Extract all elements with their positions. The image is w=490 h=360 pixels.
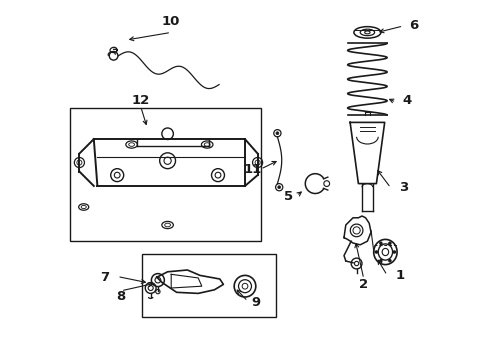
Text: 8: 8	[116, 291, 125, 303]
Text: 3: 3	[399, 181, 408, 194]
Text: 10: 10	[162, 15, 180, 28]
Text: 1: 1	[395, 269, 404, 282]
Text: 7: 7	[100, 271, 109, 284]
Bar	[143, 254, 275, 317]
Text: 4: 4	[402, 94, 412, 107]
Text: 11: 11	[243, 163, 261, 176]
Circle shape	[389, 242, 391, 244]
Circle shape	[380, 242, 382, 244]
Circle shape	[380, 260, 382, 262]
Circle shape	[393, 251, 395, 253]
Circle shape	[375, 251, 377, 253]
Text: 12: 12	[131, 94, 150, 107]
Text: 6: 6	[410, 19, 419, 32]
Text: 9: 9	[251, 296, 260, 309]
Circle shape	[389, 260, 391, 262]
Text: 5: 5	[284, 190, 293, 203]
Text: 2: 2	[359, 278, 368, 291]
Circle shape	[278, 186, 281, 189]
Circle shape	[276, 132, 279, 135]
Bar	[71, 108, 261, 241]
